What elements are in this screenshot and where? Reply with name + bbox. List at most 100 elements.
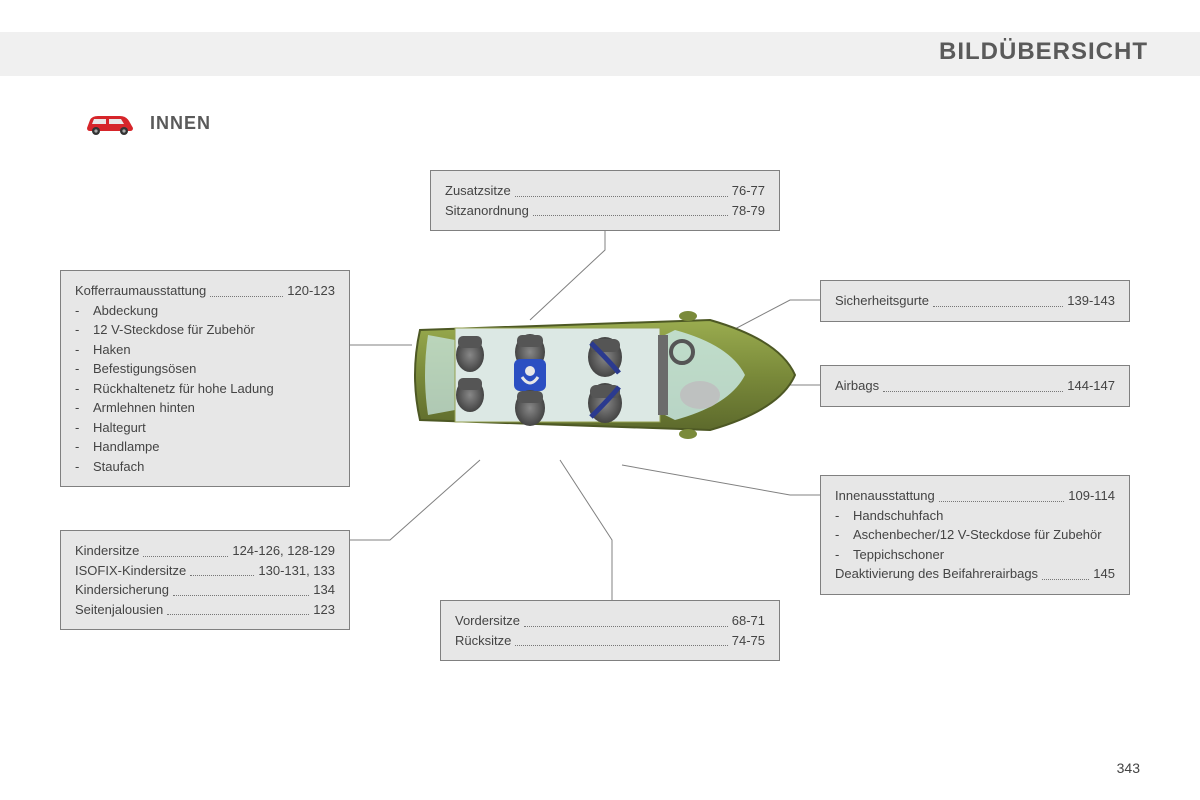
- sub-item: -Abdeckung: [75, 301, 335, 321]
- sub-item-text: Rückhaltenetz für hohe Ladung: [93, 379, 335, 399]
- index-pages: 68-71: [732, 611, 765, 631]
- dash-icon: -: [835, 506, 853, 526]
- section-title: INNEN: [150, 113, 211, 134]
- sub-item: -Haltegurt: [75, 418, 335, 438]
- leader-dots: [515, 181, 728, 197]
- dash-icon: -: [75, 418, 93, 438]
- index-row: ISOFIX-Kindersitze 130-131, 133: [75, 561, 335, 581]
- sub-item: -Handschuhfach: [835, 506, 1115, 526]
- index-pages: 144-147: [1067, 376, 1115, 396]
- sub-item-text: Haken: [93, 340, 335, 360]
- index-row: Sitzanordnung 78-79: [445, 201, 765, 221]
- index-row: Deaktivierung des Beifahrerairbags 145: [835, 564, 1115, 584]
- car-top-view: [400, 290, 800, 460]
- sub-item-text: Teppichschoner: [853, 545, 1115, 565]
- sub-item-text: Abdeckung: [93, 301, 335, 321]
- index-pages: 74-75: [732, 631, 765, 651]
- sub-item-text: 12 V-Steckdose für Zubehör: [93, 320, 335, 340]
- dash-icon: -: [75, 340, 93, 360]
- index-pages: 130-131, 133: [258, 561, 335, 581]
- dash-icon: -: [75, 359, 93, 379]
- index-row: Sicherheitsgurte 139-143: [835, 291, 1115, 311]
- sub-item-text: Aschenbecher/12 V-Steckdose für Zubehör: [853, 525, 1115, 545]
- sub-item: -Armlehnen hinten: [75, 398, 335, 418]
- sub-item: -Haken: [75, 340, 335, 360]
- sub-item-text: Handschuhfach: [853, 506, 1115, 526]
- index-row: Kofferraumausstattung 120-123: [75, 281, 335, 301]
- car-icon: [84, 110, 136, 136]
- sub-item-text: Befestigungsösen: [93, 359, 335, 379]
- callout-seatbelts: Sicherheitsgurte 139-143: [820, 280, 1130, 322]
- callout-airbags: Airbags 144-147: [820, 365, 1130, 407]
- index-row: Kindersicherung 134: [75, 580, 335, 600]
- sub-item: -Staufach: [75, 457, 335, 477]
- leader-dots: [883, 376, 1063, 392]
- sub-item-text: Handlampe: [93, 437, 335, 457]
- leader-dots: [190, 561, 254, 577]
- dash-icon: -: [75, 398, 93, 418]
- sub-item-text: Haltegurt: [93, 418, 335, 438]
- index-label: Sicherheitsgurte: [835, 291, 929, 311]
- index-row: Kindersitze 124-126, 128-129: [75, 541, 335, 561]
- leader-dots: [167, 600, 309, 616]
- sub-item: -Teppichschoner: [835, 545, 1115, 565]
- index-row: Airbags 144-147: [835, 376, 1115, 396]
- index-label: Vordersitze: [455, 611, 520, 631]
- leader-dots: [210, 281, 283, 297]
- index-pages: 139-143: [1067, 291, 1115, 311]
- leader-dots: [143, 541, 228, 557]
- sub-item: -Rückhaltenetz für hohe Ladung: [75, 379, 335, 399]
- index-row: Zusatzsitze 76-77: [445, 181, 765, 201]
- index-label: Kindersicherung: [75, 580, 169, 600]
- index-label: Innenausstattung: [835, 486, 935, 506]
- diagram-area: Zusatzsitze 76-77Sitzanordnung 78-79 Kof…: [60, 160, 1140, 720]
- index-label: Kofferraumausstattung: [75, 281, 206, 301]
- leader-dots: [173, 580, 309, 596]
- dash-icon: -: [75, 437, 93, 457]
- dash-icon: -: [835, 545, 853, 565]
- index-row: Seitenjalousien 123: [75, 600, 335, 620]
- index-label: Deaktivierung des Beifahrerairbags: [835, 564, 1038, 584]
- index-pages: 124-126, 128-129: [232, 541, 335, 561]
- leader-dots: [524, 611, 728, 627]
- index-row: Rücksitze 74-75: [455, 631, 765, 651]
- sub-item: -Aschenbecher/12 V-Steckdose für Zubehör: [835, 525, 1115, 545]
- callout-trunk-equipment: Kofferraumausstattung 120-123-Abdeckung-…: [60, 270, 350, 487]
- index-row: Vordersitze 68-71: [455, 611, 765, 631]
- dash-icon: -: [835, 525, 853, 545]
- index-row: Innenausstattung 109-114: [835, 486, 1115, 506]
- index-pages: 78-79: [732, 201, 765, 221]
- index-label: Airbags: [835, 376, 879, 396]
- index-pages: 123: [313, 600, 335, 620]
- dash-icon: -: [75, 320, 93, 340]
- dash-icon: -: [75, 457, 93, 477]
- section-header: INNEN: [84, 110, 211, 136]
- sub-item-text: Armlehnen hinten: [93, 398, 335, 418]
- callout-top-seats: Zusatzsitze 76-77Sitzanordnung 78-79: [430, 170, 780, 231]
- index-pages: 134: [313, 580, 335, 600]
- index-label: ISOFIX-Kindersitze: [75, 561, 186, 581]
- callout-interior-equip: Innenausstattung 109-114-Handschuhfach-A…: [820, 475, 1130, 595]
- index-label: Zusatzsitze: [445, 181, 511, 201]
- index-pages: 109-114: [1068, 486, 1115, 506]
- page-number: 343: [1117, 760, 1140, 776]
- sub-item: -Befestigungsösen: [75, 359, 335, 379]
- index-label: Seitenjalousien: [75, 600, 163, 620]
- sub-item: -Handlampe: [75, 437, 335, 457]
- sub-item-text: Staufach: [93, 457, 335, 477]
- index-label: Kindersitze: [75, 541, 139, 561]
- leader-dots: [939, 486, 1065, 502]
- index-label: Sitzanordnung: [445, 201, 529, 221]
- leader-dots: [1042, 564, 1089, 580]
- sub-item: -12 V-Steckdose für Zubehör: [75, 320, 335, 340]
- index-pages: 76-77: [732, 181, 765, 201]
- index-label: Rücksitze: [455, 631, 511, 651]
- leader-dots: [933, 291, 1063, 307]
- dash-icon: -: [75, 379, 93, 399]
- page-title: BILDÜBERSICHT: [939, 38, 1148, 66]
- leader-dots: [533, 201, 728, 217]
- callout-child-seats: Kindersitze 124-126, 128-129ISOFIX-Kinde…: [60, 530, 350, 630]
- dash-icon: -: [75, 301, 93, 321]
- callout-front-rear-seats: Vordersitze 68-71Rücksitze 74-75: [440, 600, 780, 661]
- leader-dots: [515, 631, 727, 647]
